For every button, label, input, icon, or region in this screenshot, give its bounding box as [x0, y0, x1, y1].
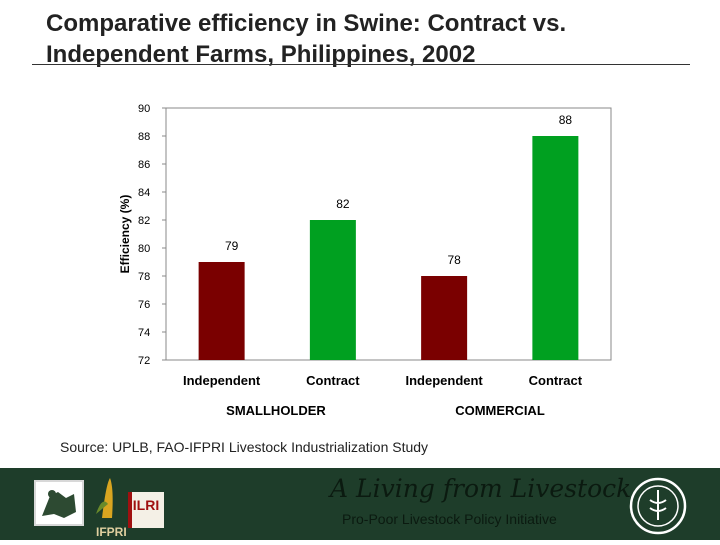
y-axis-ticks: 90 88 86 84 82 80 78 76 74 72 — [138, 103, 166, 367]
slide-title: Comparative efficiency in Swine: Contrac… — [46, 10, 567, 68]
y-tick-label: 82 — [138, 215, 150, 227]
bar-independent — [421, 276, 468, 360]
bar-independent — [198, 262, 245, 360]
group-label-smallholder: SMALLHOLDER — [226, 403, 326, 418]
fao-logo — [628, 476, 688, 536]
bars: 79 82 78 88 — [198, 113, 579, 360]
group-label-commercial: COMMERCIAL — [455, 403, 545, 418]
y-tick-label: 78 — [138, 271, 150, 283]
x-axis-labels: Independent Contract Independent Contract — [183, 373, 583, 388]
bar-value-label: 82 — [336, 197, 350, 211]
bar-value-label: 79 — [225, 239, 239, 253]
bar-contract — [532, 136, 579, 360]
x-category-label: Independent — [405, 373, 483, 388]
initiative-name: Pro-Poor Livestock Policy Initiative — [342, 511, 557, 527]
svg-text:ILRI: ILRI — [133, 497, 159, 513]
efficiency-bar-chart: 90 88 86 84 82 80 78 76 74 72 79 82 78 88 Independen… — [118, 103, 612, 418]
y-tick-label: 74 — [138, 327, 150, 339]
x-category-label: Independent — [183, 373, 261, 388]
y-tick-label: 72 — [138, 355, 150, 367]
y-tick-label: 76 — [138, 299, 150, 311]
livestock-logo — [34, 480, 84, 526]
source-note: Source: UPLB, FAO-IFPRI Livestock Indust… — [60, 439, 429, 455]
x-category-label: Contract — [529, 373, 583, 388]
tagline: A Living from Livestock — [330, 474, 632, 503]
footer-bar: ILRI IFPRI A Living from Livestock Pro-P… — [0, 468, 720, 540]
title-divider — [32, 64, 690, 65]
y-tick-label: 90 — [138, 103, 150, 115]
y-tick-label: 80 — [138, 243, 150, 255]
y-tick-label: 84 — [138, 187, 150, 199]
y-tick-label: 88 — [138, 131, 150, 143]
y-tick-label: 86 — [138, 159, 150, 171]
svg-text:IFPRI: IFPRI — [96, 525, 127, 539]
ifpri-ilri-logo: ILRI IFPRI — [92, 474, 166, 540]
bar-value-label: 88 — [559, 113, 573, 127]
bar-value-label: 78 — [447, 253, 461, 267]
bar-contract — [309, 220, 356, 360]
y-axis-title: Efficiency (%) — [118, 195, 132, 274]
x-category-label: Contract — [306, 373, 360, 388]
